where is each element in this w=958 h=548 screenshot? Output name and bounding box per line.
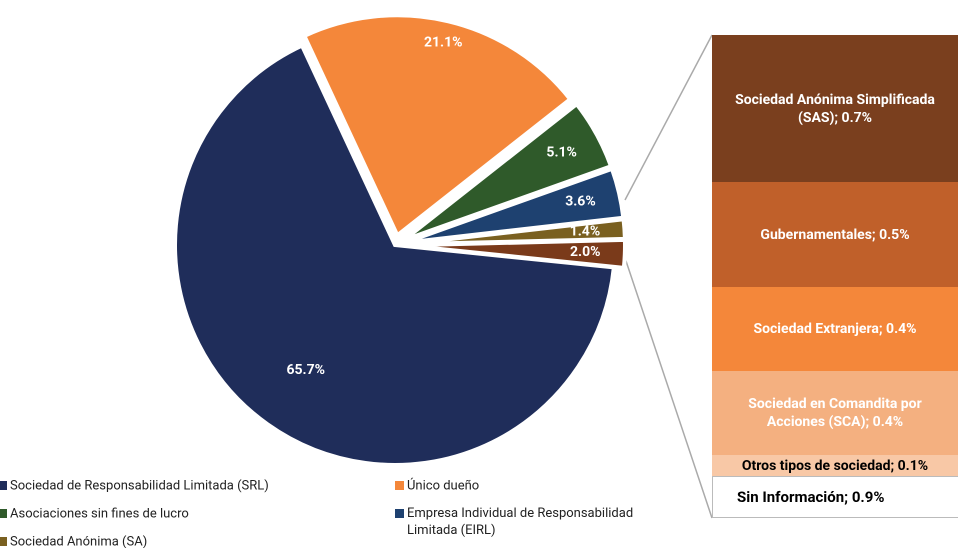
legend-marker: [0, 481, 7, 490]
legend-marker: [0, 509, 7, 518]
pie-slice: [173, 42, 617, 467]
data-label: 1.4%: [570, 223, 600, 239]
connector: [624, 34, 713, 201]
data-label: 65.7%: [286, 362, 325, 378]
connector: [624, 257, 713, 519]
legend-label: Empresa Individual de Responsabilidad Lim…: [407, 506, 633, 538]
data-label: 21.1%: [424, 34, 463, 50]
legend-label: Único dueño: [407, 477, 479, 493]
breakdown-segment: Sociedad Extranjera; 0.4%: [712, 287, 958, 371]
other-box: Sin Información; 0.9%: [712, 476, 958, 518]
breakdown-segment: Gubernamentales; 0.5%: [712, 182, 958, 287]
legend-marker: [0, 537, 7, 546]
legend-label: Sociedad de Responsabilidad Limitada (SR…: [10, 478, 269, 493]
pie-slice: [402, 101, 614, 243]
breakdown-segment: Sociedad en Comandita por Acciones (SCA)…: [712, 371, 958, 455]
pie-slice: [301, 13, 574, 239]
breakdown-segment: Sociedad Anónima Simplificada (SAS); 0.7…: [712, 35, 958, 182]
data-label: 2.0%: [570, 244, 600, 260]
legend-label: Asociaciones sin fines de lucro: [10, 506, 189, 521]
data-label: 3.6%: [565, 194, 595, 210]
legend-marker: [395, 509, 404, 518]
legend-label: Sociedad Anónima (SA): [10, 534, 147, 548]
breakdown-segment: Otros tipos de sociedad; 0.1%: [712, 455, 958, 476]
legend-marker: [395, 481, 404, 490]
data-label: 5.1%: [546, 145, 576, 161]
pie-slice: [404, 237, 627, 270]
